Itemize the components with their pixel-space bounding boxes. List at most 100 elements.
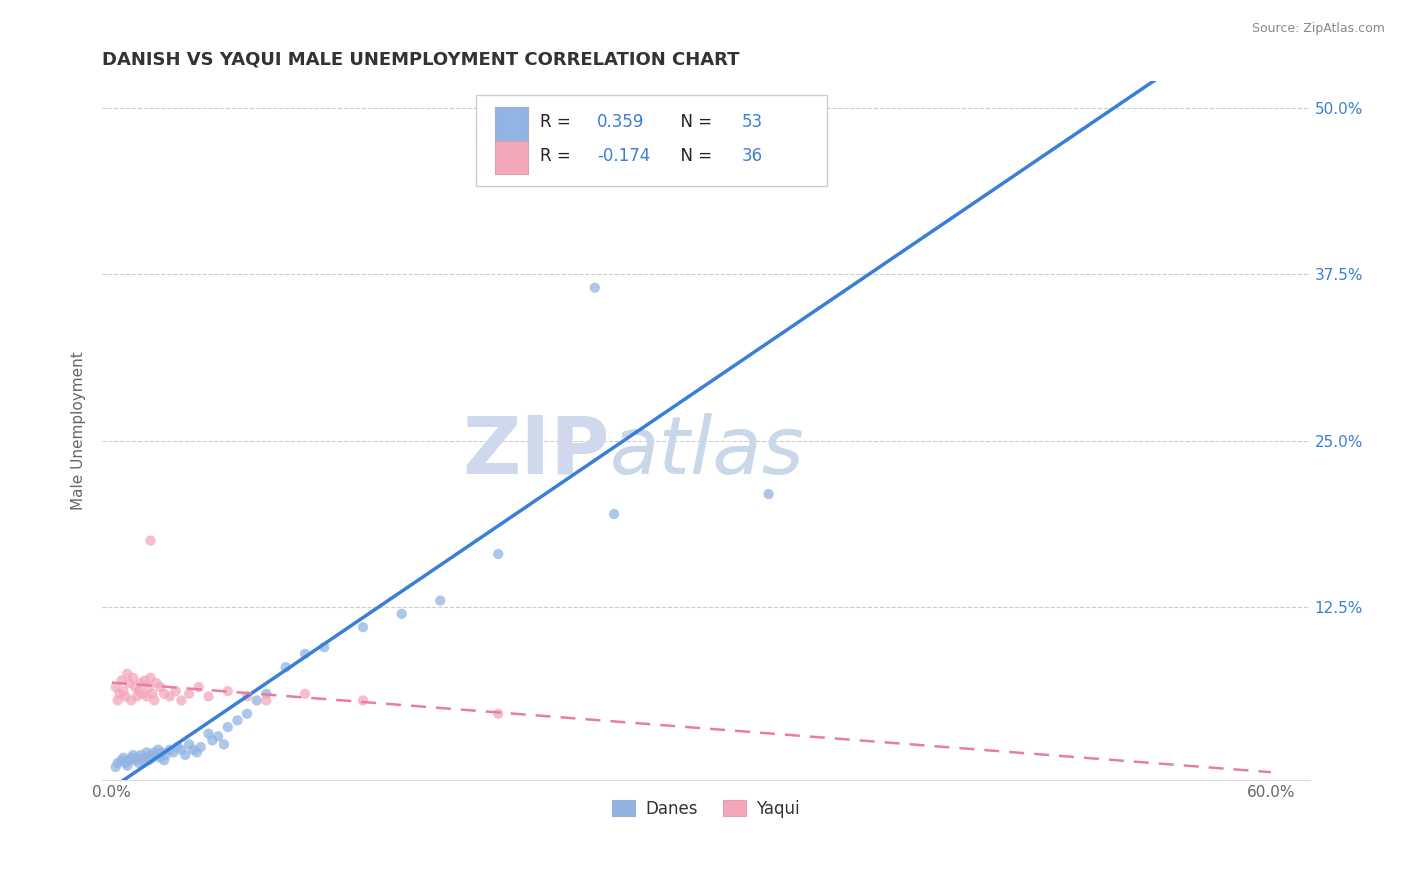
Point [150, 745, 173, 759]
Point [583, 281, 606, 295]
Point [139, 533, 162, 548]
Point [294, 687, 316, 701]
Text: N =: N = [669, 113, 717, 131]
Point [170, 693, 193, 707]
Point [197, 727, 219, 741]
Point [110, 753, 132, 767]
Point [132, 753, 155, 767]
Point [132, 687, 155, 701]
Text: R =: R = [540, 113, 576, 131]
FancyBboxPatch shape [495, 107, 529, 141]
Point [143, 745, 166, 759]
Point [145, 747, 167, 762]
Point [149, 750, 172, 764]
Text: N =: N = [669, 147, 717, 165]
Text: ZIP: ZIP [463, 413, 609, 491]
Point [117, 666, 139, 681]
Point [120, 750, 142, 764]
Text: 53: 53 [742, 113, 763, 131]
Point [128, 756, 150, 770]
Point [138, 753, 160, 767]
Text: -0.174: -0.174 [598, 147, 651, 165]
Point [163, 745, 186, 759]
Point [128, 684, 150, 698]
Point [294, 647, 316, 661]
Point [758, 487, 780, 501]
Point [104, 680, 127, 694]
Point [112, 750, 135, 764]
Point [254, 687, 277, 701]
Point [170, 742, 193, 756]
Text: atlas: atlas [609, 413, 804, 491]
Point [155, 747, 177, 762]
Point [352, 620, 374, 634]
Point [796, 161, 818, 175]
Point [217, 684, 239, 698]
Point [174, 747, 197, 762]
Point [352, 693, 374, 707]
Point [125, 750, 148, 764]
Point [117, 758, 139, 772]
Point [153, 687, 176, 701]
Point [179, 737, 201, 751]
Point [107, 693, 129, 707]
Point [274, 660, 297, 674]
Point [139, 671, 162, 685]
Point [138, 680, 160, 694]
Point [122, 671, 145, 685]
Point [187, 680, 209, 694]
FancyBboxPatch shape [477, 95, 827, 186]
Point [197, 690, 219, 704]
Text: 0.359: 0.359 [598, 113, 644, 131]
Point [186, 745, 208, 759]
Point [134, 750, 156, 764]
Legend: Danes, Yaqui: Danes, Yaqui [606, 793, 807, 824]
Point [207, 730, 229, 744]
Text: DANISH VS YAQUI MALE UNEMPLOYMENT CORRELATION CHART: DANISH VS YAQUI MALE UNEMPLOYMENT CORREL… [103, 51, 740, 69]
Point [141, 687, 163, 701]
Point [104, 760, 127, 774]
Point [107, 756, 129, 770]
Point [148, 742, 170, 756]
Point [486, 706, 509, 721]
Text: R =: R = [540, 147, 576, 165]
Point [236, 690, 259, 704]
Point [486, 547, 509, 561]
Y-axis label: Male Unemployment: Male Unemployment [72, 351, 86, 510]
Point [165, 684, 187, 698]
Point [149, 680, 172, 694]
Point [314, 640, 336, 655]
Point [254, 693, 277, 707]
Point [190, 739, 212, 754]
Point [603, 507, 626, 521]
Point [141, 750, 163, 764]
Point [114, 756, 136, 770]
Point [201, 733, 224, 747]
Point [236, 706, 259, 721]
Point [429, 593, 451, 607]
Point [114, 690, 136, 704]
Point [120, 693, 142, 707]
Point [118, 676, 141, 690]
Point [212, 737, 235, 751]
Point [159, 742, 181, 756]
Point [143, 693, 166, 707]
Point [181, 742, 204, 756]
Point [110, 673, 132, 688]
Point [246, 693, 269, 707]
Point [217, 720, 239, 734]
Point [226, 714, 249, 728]
Point [122, 747, 145, 762]
Point [135, 745, 157, 759]
Point [159, 690, 181, 704]
Point [112, 684, 135, 698]
Point [124, 680, 146, 694]
Point [153, 753, 176, 767]
Point [139, 747, 162, 762]
Point [134, 673, 156, 688]
Point [135, 690, 157, 704]
Point [125, 690, 148, 704]
Point [129, 676, 152, 690]
Point [166, 739, 188, 754]
Point [179, 687, 201, 701]
